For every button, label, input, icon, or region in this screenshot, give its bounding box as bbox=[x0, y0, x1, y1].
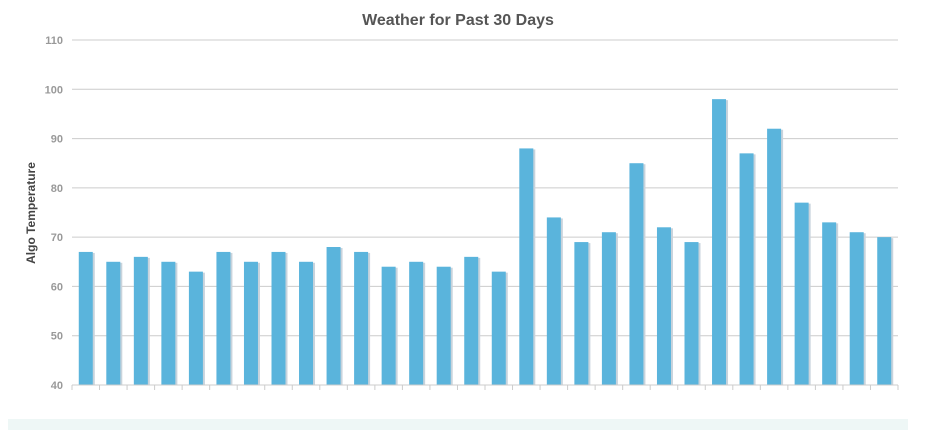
y-tick-label: 110 bbox=[45, 35, 63, 47]
y-tick-label: 100 bbox=[45, 84, 63, 96]
bar bbox=[133, 256, 148, 385]
bar bbox=[767, 128, 782, 385]
bar bbox=[381, 266, 396, 385]
bar bbox=[436, 266, 451, 385]
bars bbox=[78, 99, 894, 386]
bar bbox=[601, 232, 616, 385]
bar bbox=[216, 251, 231, 385]
bar bbox=[188, 271, 203, 385]
y-tick-label: 50 bbox=[51, 331, 63, 343]
bar bbox=[877, 237, 892, 385]
bar bbox=[546, 217, 561, 385]
bar bbox=[409, 261, 424, 385]
y-tick-label: 60 bbox=[51, 281, 63, 293]
bar bbox=[491, 271, 506, 385]
y-axis-label: Algo Temperature bbox=[24, 162, 38, 264]
bar bbox=[243, 261, 258, 385]
y-tick-label: 70 bbox=[51, 232, 63, 244]
y-axis-ticks: 40 50 60 70 80 90 100 110 bbox=[45, 35, 63, 392]
bar bbox=[299, 261, 314, 385]
bar bbox=[161, 261, 176, 385]
bar bbox=[684, 242, 699, 385]
bar bbox=[574, 242, 589, 385]
bar bbox=[326, 247, 341, 385]
bar bbox=[822, 222, 837, 385]
bar bbox=[656, 227, 671, 385]
bar bbox=[78, 251, 93, 385]
bar bbox=[794, 202, 809, 385]
bar bbox=[106, 261, 121, 385]
bar bbox=[849, 232, 864, 385]
bar bbox=[464, 256, 479, 385]
bar bbox=[354, 251, 369, 385]
x-axis-ticks bbox=[71, 384, 899, 390]
y-tick-label: 40 bbox=[51, 380, 63, 392]
gridlines bbox=[72, 39, 898, 386]
bar bbox=[739, 153, 754, 385]
y-tick-label: 90 bbox=[51, 134, 63, 146]
y-tick-label: 80 bbox=[51, 183, 63, 195]
bar bbox=[271, 251, 286, 385]
footer-strip bbox=[8, 419, 908, 430]
bar bbox=[519, 148, 534, 385]
bar bbox=[629, 163, 644, 385]
bar bbox=[712, 99, 727, 386]
chart-title: Weather for Past 30 Days bbox=[362, 12, 554, 29]
